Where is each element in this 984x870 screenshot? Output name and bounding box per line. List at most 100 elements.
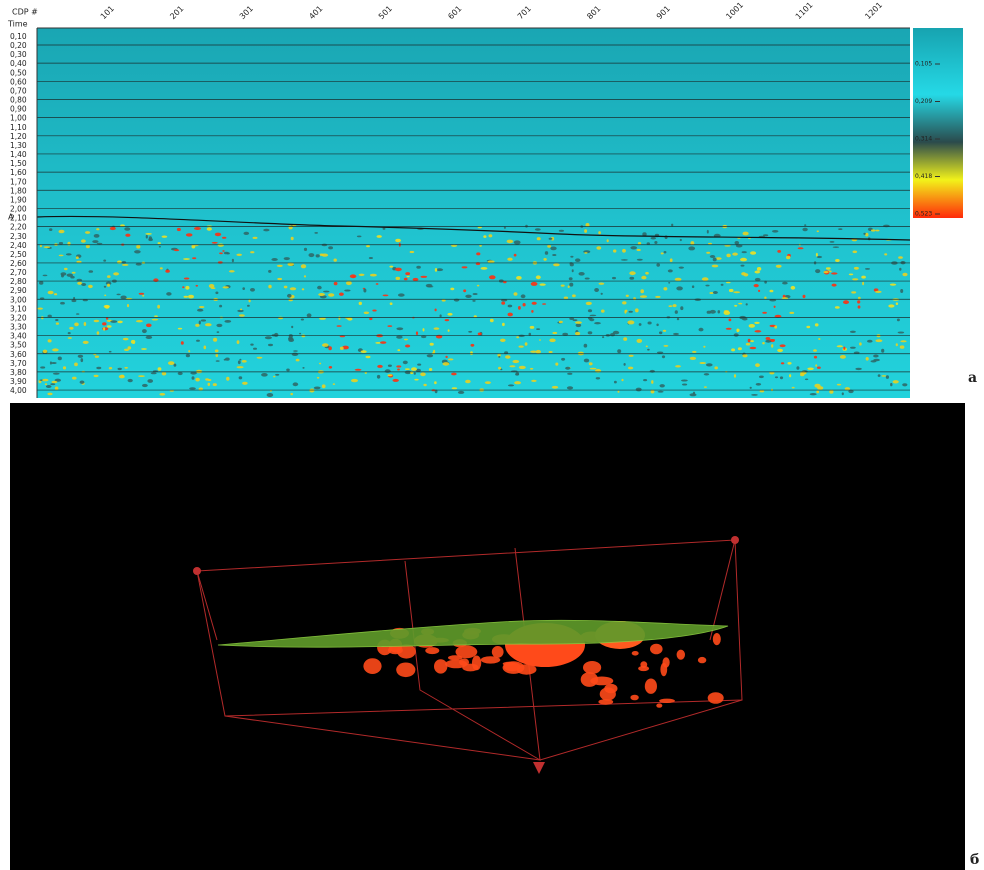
anomaly	[151, 372, 157, 374]
anomaly	[253, 237, 258, 239]
anomaly	[633, 297, 636, 300]
body	[600, 687, 616, 700]
anomaly	[789, 374, 791, 377]
anomaly	[875, 230, 879, 232]
y-tick-label: 2,40	[10, 241, 27, 250]
anomaly	[886, 375, 889, 379]
anomaly	[849, 274, 853, 276]
body	[640, 661, 647, 668]
anomaly	[284, 257, 290, 260]
anomaly	[890, 284, 896, 286]
anomaly	[232, 259, 234, 262]
anomaly	[663, 287, 667, 290]
anomaly	[76, 256, 79, 259]
anomaly	[435, 268, 437, 272]
y-tick-label: 2,20	[10, 223, 27, 232]
body	[660, 663, 667, 676]
anomaly	[43, 275, 48, 277]
anomaly	[742, 354, 747, 357]
anomaly	[113, 272, 119, 275]
anomaly	[559, 230, 564, 232]
anomaly	[152, 319, 158, 321]
anomaly	[509, 365, 515, 367]
anomaly	[88, 285, 93, 288]
anomaly	[302, 288, 305, 290]
anomaly	[334, 282, 338, 285]
anomaly	[445, 319, 449, 321]
anomaly	[815, 364, 817, 367]
anomaly	[448, 358, 454, 360]
anomaly	[549, 339, 555, 343]
anomaly	[866, 357, 869, 361]
anomaly	[317, 286, 322, 290]
anomaly	[477, 285, 480, 287]
anomaly	[124, 227, 130, 231]
anomaly	[639, 323, 642, 326]
anomaly	[670, 258, 673, 262]
anomaly	[189, 387, 196, 389]
anomaly	[805, 379, 808, 381]
anomaly	[489, 275, 496, 279]
anomaly	[498, 367, 501, 370]
anomaly	[328, 293, 334, 296]
colorbar-tick-label: 0,314	[915, 136, 932, 143]
anomaly	[751, 394, 758, 396]
anomaly	[598, 231, 601, 234]
anomaly	[660, 384, 665, 387]
anomaly	[309, 389, 314, 393]
anomaly	[277, 265, 283, 267]
anomaly	[288, 338, 294, 342]
anomaly	[703, 346, 705, 348]
anomaly	[530, 351, 537, 353]
anomaly	[188, 295, 194, 299]
anomaly	[212, 242, 218, 244]
anomaly	[835, 259, 840, 262]
anomaly	[775, 376, 778, 378]
anomaly	[375, 342, 381, 344]
anomaly	[125, 234, 130, 237]
anomaly	[104, 295, 106, 297]
anomaly	[743, 232, 749, 236]
anomaly	[290, 393, 293, 395]
body	[677, 650, 685, 660]
anomaly	[452, 387, 457, 389]
anomaly	[359, 302, 362, 305]
anomaly	[436, 268, 443, 271]
anomaly	[815, 323, 819, 326]
anomaly	[261, 373, 268, 377]
colorbar-tick-label: 0,523	[915, 211, 932, 218]
anomaly	[182, 286, 184, 288]
body	[645, 679, 657, 694]
anomaly	[314, 387, 321, 390]
anomaly	[826, 267, 831, 269]
anomaly	[664, 251, 667, 253]
anomaly	[624, 310, 626, 314]
anomaly	[448, 329, 450, 332]
anomaly	[899, 268, 901, 271]
anomaly	[174, 249, 179, 251]
anomaly	[699, 328, 704, 332]
anomaly	[817, 367, 821, 369]
anomaly	[708, 243, 712, 245]
anomaly	[224, 359, 226, 361]
anomaly	[692, 285, 694, 288]
anomaly	[721, 284, 724, 286]
anomaly	[561, 285, 565, 287]
anomaly	[688, 246, 695, 250]
anomaly	[900, 340, 906, 342]
anomaly	[552, 254, 556, 256]
anomaly	[802, 228, 807, 231]
anomaly	[414, 372, 416, 375]
anomaly	[536, 328, 540, 330]
anomaly	[798, 247, 804, 249]
anomaly	[405, 345, 410, 348]
anomaly	[291, 326, 293, 328]
anomaly	[398, 293, 405, 296]
anomaly	[640, 295, 647, 298]
anomaly	[552, 332, 557, 334]
anomaly	[640, 289, 644, 293]
anomaly	[623, 337, 627, 341]
anomaly	[177, 228, 181, 231]
anomaly	[361, 350, 367, 353]
anomaly	[410, 251, 415, 253]
